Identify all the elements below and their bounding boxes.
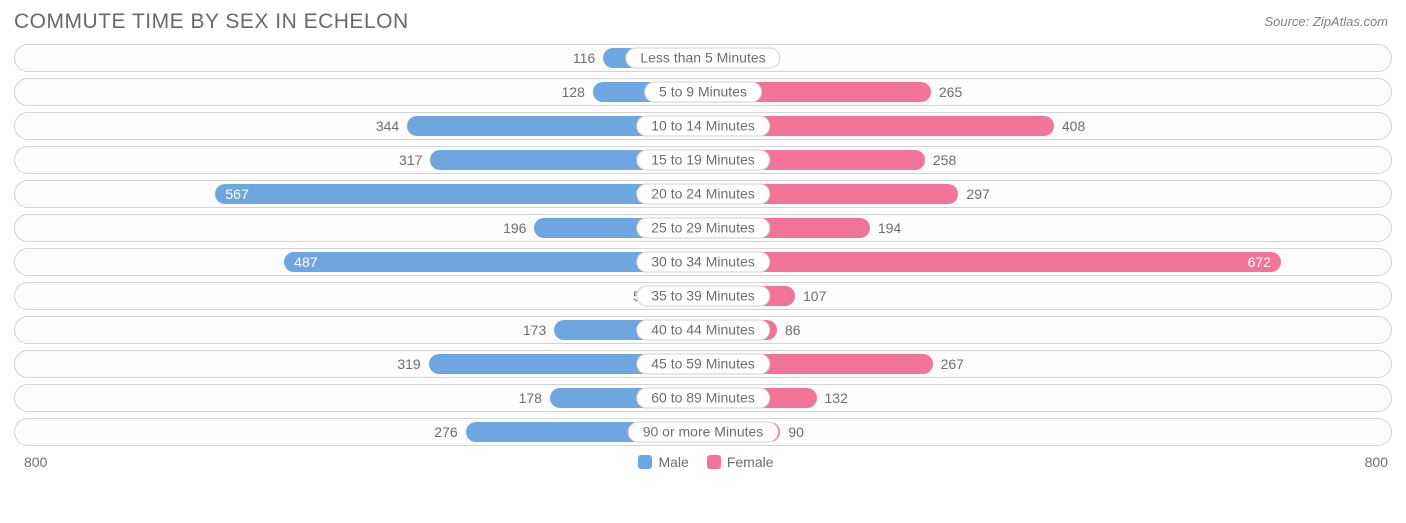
legend-female-label: Female	[727, 454, 774, 470]
chart-legend: Male Female	[638, 454, 773, 470]
chart-source: Source: ZipAtlas.com	[1264, 10, 1388, 29]
female-value-label: 194	[878, 220, 901, 236]
female-value-label: 107	[803, 288, 826, 304]
female-value-label: 86	[785, 322, 801, 338]
male-value-label: 116	[573, 50, 595, 66]
male-value-label: 276	[434, 424, 457, 440]
category-label: 15 to 19 Minutes	[636, 150, 770, 171]
legend-male-label: Male	[658, 454, 688, 470]
category-label: 40 to 44 Minutes	[636, 320, 770, 341]
category-label: 30 to 34 Minutes	[636, 252, 770, 273]
category-label: 5 to 9 Minutes	[644, 82, 762, 103]
chart-row: 128 265 5 to 9 Minutes	[14, 78, 1392, 106]
chart-title: COMMUTE TIME BY SEX IN ECHELON	[14, 10, 409, 34]
chart-row: 11638Less than 5 Minutes	[14, 44, 1392, 72]
legend-female: Female	[707, 454, 774, 470]
male-value-label: 344	[376, 118, 399, 134]
category-label: 45 to 59 Minutes	[636, 354, 770, 375]
female-bar	[703, 252, 1281, 272]
chart-row: 319 267 45 to 59 Minutes	[14, 350, 1392, 378]
category-label: 60 to 89 Minutes	[636, 388, 770, 409]
male-value-label: 567	[225, 186, 248, 202]
chart-row: 317 258 15 to 19 Minutes	[14, 146, 1392, 174]
female-value-label: 132	[825, 390, 848, 406]
male-value-label: 128	[562, 84, 585, 100]
legend-female-swatch	[707, 455, 721, 469]
legend-male-swatch	[638, 455, 652, 469]
chart-row: 196 194 25 to 29 Minutes	[14, 214, 1392, 242]
category-label: 10 to 14 Minutes	[636, 116, 770, 137]
axis-max-right: 800	[1365, 454, 1388, 470]
chart-row: 173 86 40 to 44 Minutes	[14, 316, 1392, 344]
male-value-label: 173	[523, 322, 546, 338]
female-value-label: 265	[939, 84, 962, 100]
female-value-label: 408	[1062, 118, 1085, 134]
female-value-label: 258	[933, 152, 956, 168]
male-value-label: 487	[294, 254, 317, 270]
female-value-label: 267	[941, 356, 964, 372]
female-value-label: 672	[1248, 254, 1271, 270]
legend-male: Male	[638, 454, 688, 470]
category-label: 35 to 39 Minutes	[636, 286, 770, 307]
male-bar	[215, 184, 703, 204]
axis-max-left: 800	[24, 454, 47, 470]
chart-row: 276 90 90 or more Minutes	[14, 418, 1392, 446]
female-value-label: 90	[788, 424, 804, 440]
chart-row: 487 672 30 to 34 Minutes	[14, 248, 1392, 276]
chart-footer: 800 Male Female 800	[0, 452, 1406, 470]
chart-row: 5410735 to 39 Minutes	[14, 282, 1392, 310]
male-value-label: 319	[397, 356, 420, 372]
category-label: 90 or more Minutes	[628, 422, 779, 443]
chart-row: 178 132 60 to 89 Minutes	[14, 384, 1392, 412]
chart-row: 567 297 20 to 24 Minutes	[14, 180, 1392, 208]
chart-header: COMMUTE TIME BY SEX IN ECHELON Source: Z…	[0, 0, 1406, 40]
chart-row: 344 408 10 to 14 Minutes	[14, 112, 1392, 140]
category-label: Less than 5 Minutes	[625, 48, 780, 69]
chart-area: 11638Less than 5 Minutes 128 265 5 to 9 Min…	[0, 40, 1406, 446]
male-value-label: 196	[503, 220, 526, 236]
male-value-label: 317	[399, 152, 422, 168]
category-label: 25 to 29 Minutes	[636, 218, 770, 239]
female-value-label: 297	[966, 186, 989, 202]
category-label: 20 to 24 Minutes	[636, 184, 770, 205]
male-value-label: 178	[519, 390, 542, 406]
